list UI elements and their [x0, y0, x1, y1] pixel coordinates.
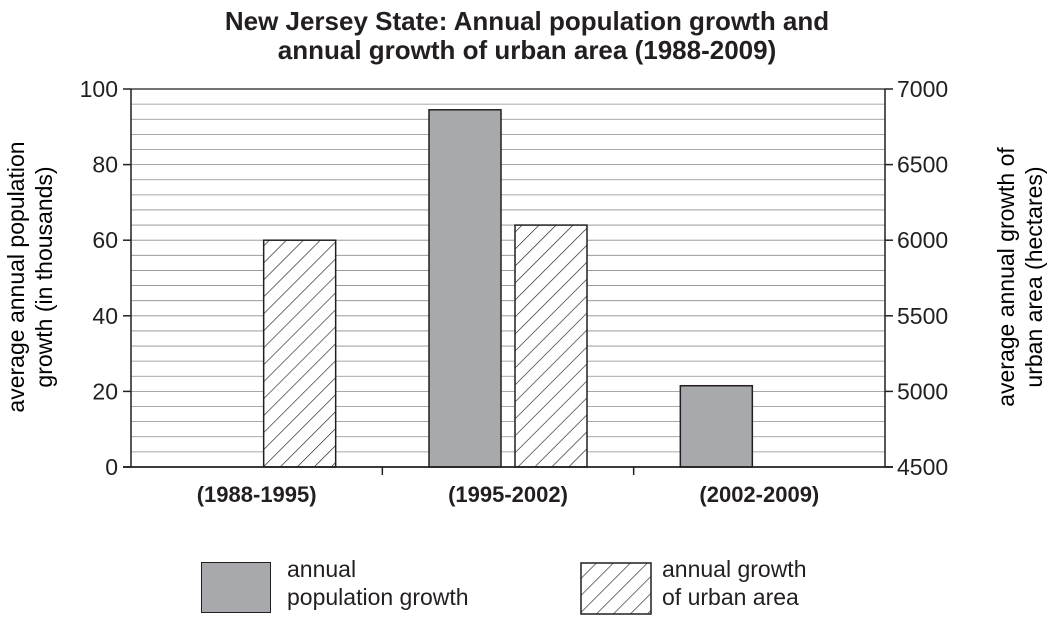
right-tick-label: 6000	[897, 227, 948, 253]
gridlines	[131, 88, 885, 453]
right-tick-label: 5500	[897, 303, 948, 329]
bars	[262, 109, 754, 468]
chart-title-line2: annual growth of urban area (1988-2009)	[277, 35, 777, 65]
x-tick-label: (2002-2009)	[699, 482, 819, 507]
right-axis-label-line2: urban area (hectares)	[1021, 166, 1047, 387]
left-tick-label: 40	[92, 303, 118, 329]
right-tick-label: 5000	[897, 378, 948, 404]
left-tick-label: 0	[105, 454, 118, 480]
legend-label-population-line2: population growth	[287, 584, 469, 610]
bar-urban-area-2	[514, 224, 588, 468]
chart-title-line1: New Jersey State: Annual population grow…	[224, 6, 830, 36]
left-tick-label: 20	[92, 378, 118, 404]
legend-swatch-population	[201, 562, 271, 613]
left-axis-label-line2: growth (in thousands)	[31, 166, 57, 387]
right-tick-label: 7000	[897, 76, 948, 102]
x-tick-label: (1995-2002)	[448, 482, 568, 507]
bar-urban-area-1	[262, 239, 337, 468]
bar-population-3	[679, 384, 754, 468]
legend-swatch-urban-area	[580, 562, 652, 615]
right-tick-label: 6500	[897, 152, 948, 178]
right-axis-label-line1: average annual growth of	[993, 147, 1019, 407]
axes: (1988-1995) (1995-2002) (2002-2009) 0 20 40 60…	[80, 76, 949, 507]
legend-label-urban-line2: of urban area	[662, 584, 799, 610]
right-tick-label: 4500	[897, 454, 948, 480]
left-tick-label: 100	[80, 76, 118, 102]
left-tick-label: 80	[92, 152, 118, 178]
x-tick-label: (1988-1995)	[197, 482, 317, 507]
left-tick-label: 60	[92, 227, 118, 253]
legend-label-urban-line1: annual growth	[662, 556, 807, 582]
bar-population-2	[428, 109, 502, 468]
left-axis-label-line1: average annual population	[3, 141, 29, 412]
legend-label-population-line1: annual	[287, 556, 357, 582]
